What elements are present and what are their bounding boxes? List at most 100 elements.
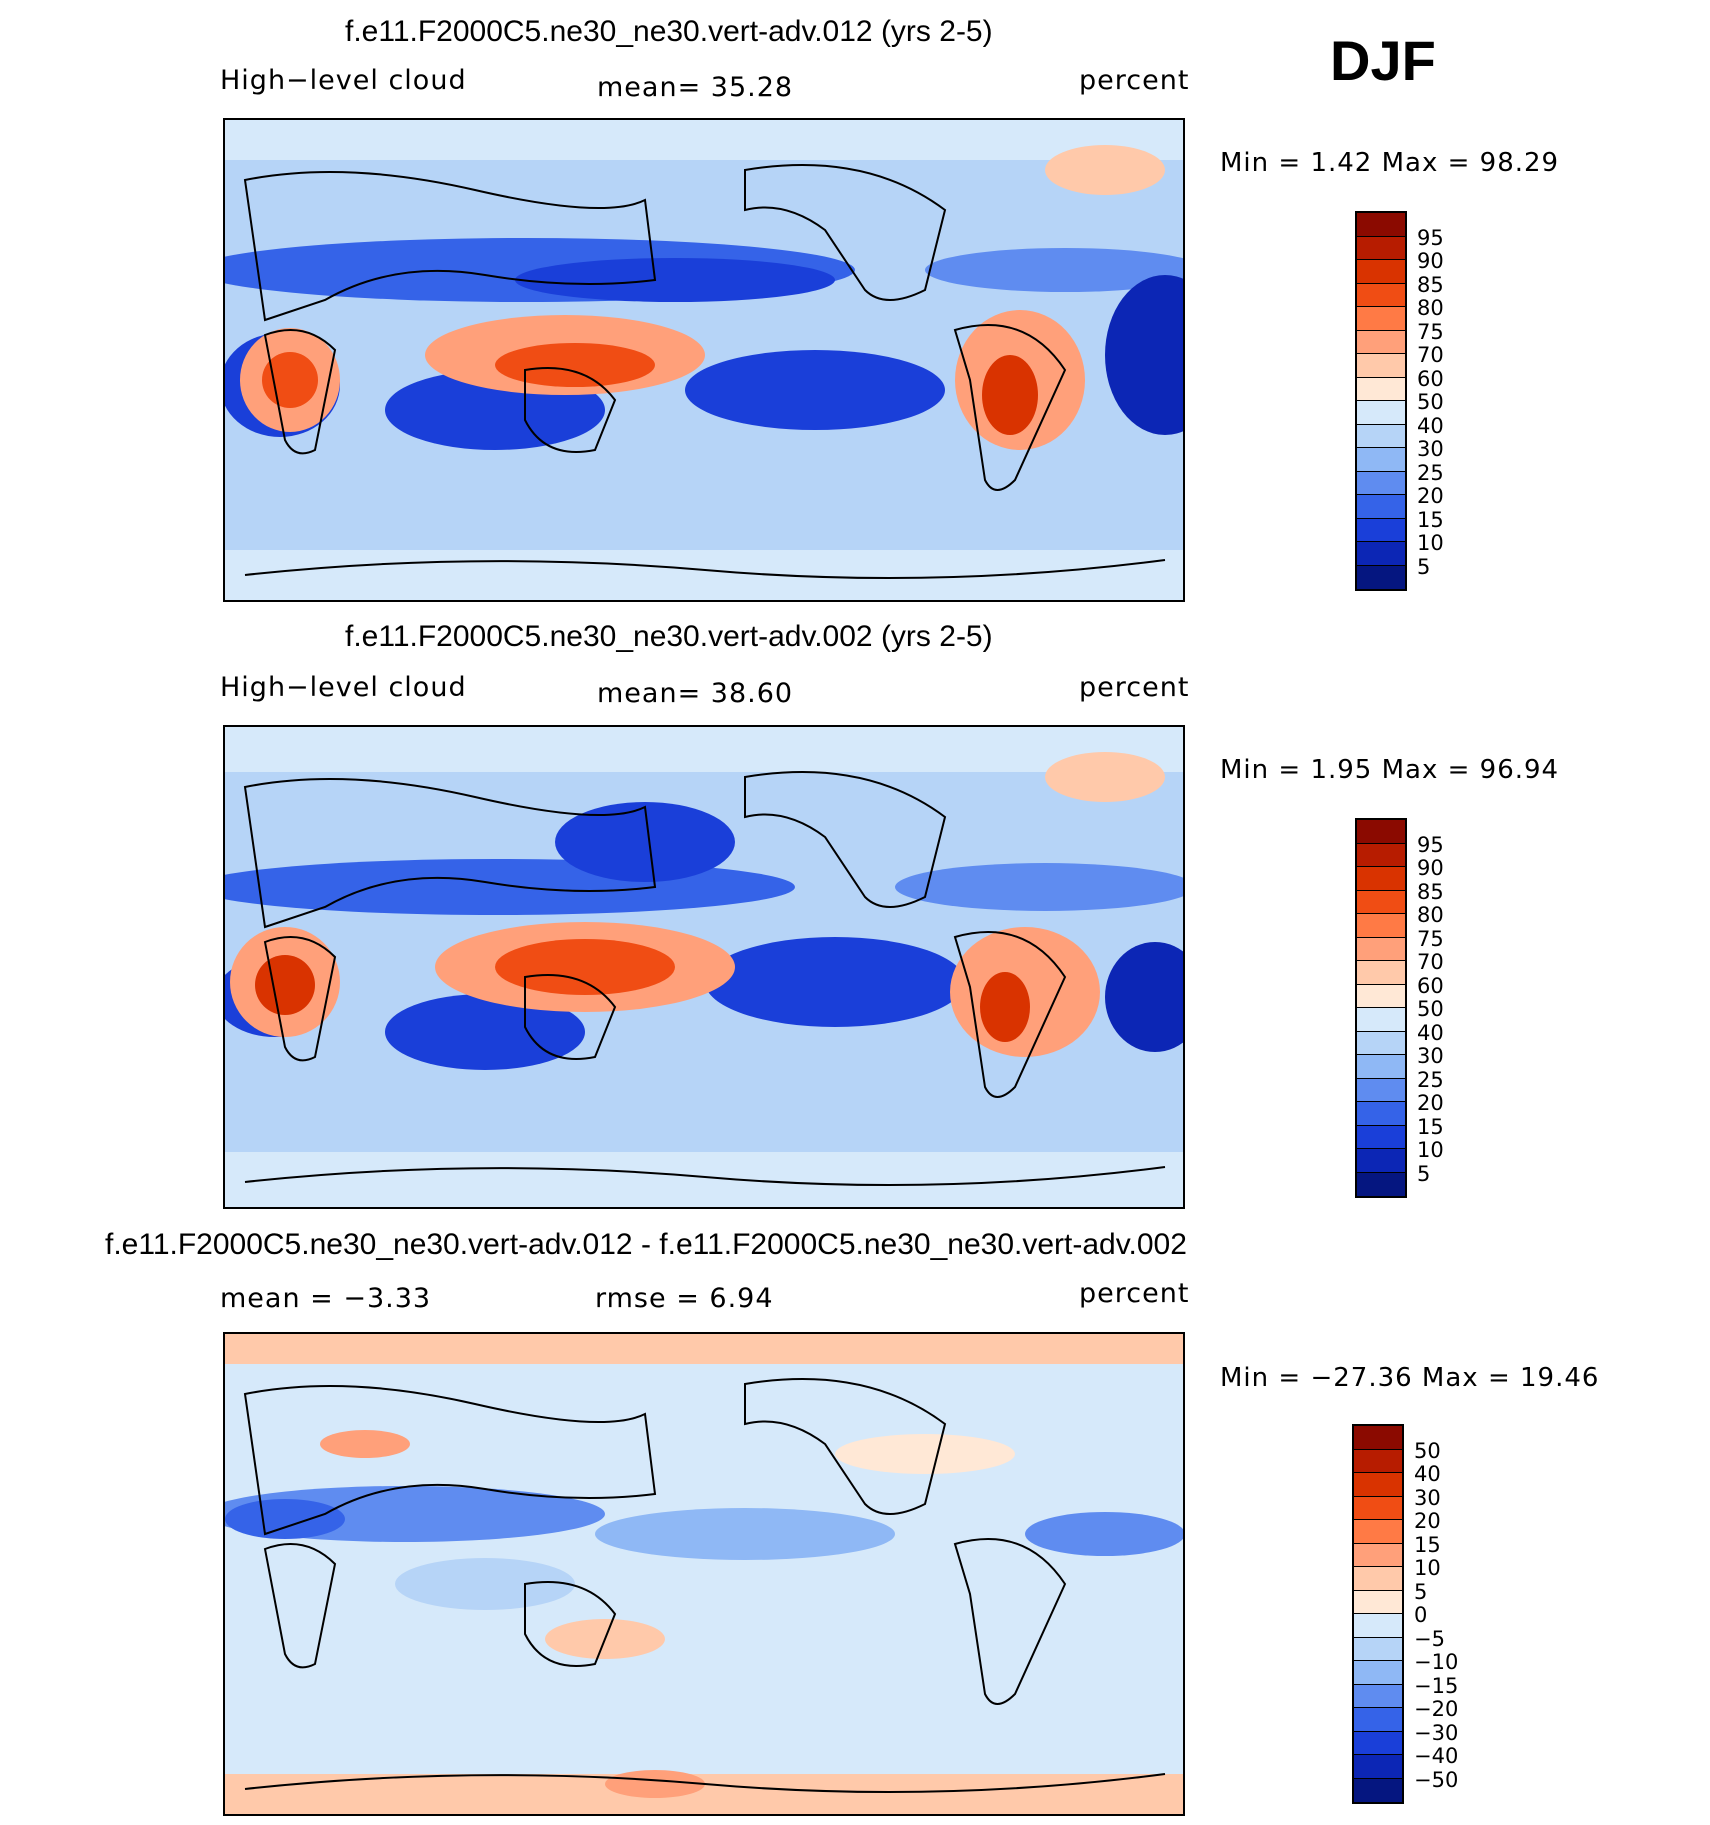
panel2-colorbar — [1355, 818, 1407, 1198]
colorbar-tick-label: 40 — [1417, 1020, 1444, 1045]
colorbar-tick-label: 70 — [1417, 950, 1444, 974]
colorbar-swatch — [1357, 843, 1405, 867]
colorbar-swatch — [1357, 1055, 1405, 1079]
colorbar-tick-label: 80 — [1417, 903, 1444, 927]
colorbar-swatch — [1357, 424, 1405, 448]
colorbar-tick-label: 40 — [1414, 1462, 1441, 1486]
colorbar-swatch — [1357, 518, 1405, 542]
colorbar-swatch — [1354, 1778, 1402, 1802]
colorbar-swatch — [1357, 495, 1405, 519]
colorbar-swatch — [1354, 1637, 1402, 1661]
colorbar-tick-label: −50 — [1414, 1767, 1459, 1792]
panel3-map-canvas — [225, 1334, 1183, 1814]
colorbar-tick-label: −5 — [1414, 1626, 1445, 1651]
panel1-mean: mean= 35.28 — [597, 72, 794, 103]
panel3-map — [223, 1332, 1185, 1816]
colorbar-tick-label: 30 — [1417, 1044, 1444, 1068]
colorbar-tick-label: 15 — [1417, 507, 1444, 532]
colorbar-tick-label: 95 — [1417, 225, 1444, 250]
colorbar-swatch — [1357, 820, 1405, 844]
colorbar-swatch — [1357, 1031, 1405, 1055]
panel1-title: f.e11.F2000C5.ne30_ne30.vert-adv.012 (yr… — [345, 15, 993, 48]
colorbar-tick-label: 50 — [1417, 997, 1444, 1021]
colorbar-swatch — [1357, 1078, 1405, 1102]
panel1-minmax: Min = 1.42 Max = 98.29 — [1220, 148, 1560, 178]
colorbar-swatch — [1354, 1520, 1402, 1544]
colorbar-swatch — [1354, 1590, 1402, 1614]
colorbar-tick-label: 5 — [1417, 1161, 1431, 1186]
colorbar-swatch — [1354, 1567, 1402, 1591]
colorbar-tick-label: 25 — [1417, 460, 1444, 485]
colorbar-swatch — [1357, 377, 1405, 401]
panel2-left-label: High−level cloud — [220, 672, 467, 703]
panel1-map-canvas — [225, 120, 1183, 600]
panel2-minmax: Min = 1.95 Max = 96.94 — [1220, 755, 1560, 785]
colorbar-swatch — [1354, 1473, 1402, 1497]
panel1-left-label: High−level cloud — [220, 65, 467, 96]
colorbar-swatch — [1357, 213, 1405, 237]
colorbar-swatch — [1357, 283, 1405, 307]
colorbar-tick-label: 85 — [1417, 879, 1444, 904]
colorbar-swatch — [1354, 1755, 1402, 1779]
colorbar-swatch — [1357, 354, 1405, 378]
colorbar-swatch — [1354, 1684, 1402, 1708]
colorbar-swatch — [1354, 1426, 1402, 1450]
colorbar-swatch — [1357, 1149, 1405, 1173]
colorbar-tick-label: 95 — [1417, 832, 1444, 857]
colorbar-swatch — [1357, 401, 1405, 425]
colorbar-swatch — [1354, 1543, 1402, 1567]
colorbar-tick-label: 10 — [1414, 1556, 1441, 1580]
colorbar-tick-label: 60 — [1417, 366, 1444, 391]
colorbar-tick-label: −20 — [1414, 1697, 1459, 1721]
colorbar-tick-label: 85 — [1417, 272, 1444, 297]
colorbar-tick-label: −15 — [1414, 1673, 1459, 1698]
colorbar-swatch — [1357, 1125, 1405, 1149]
colorbar-swatch — [1357, 330, 1405, 354]
colorbar-tick-label: 5 — [1414, 1579, 1428, 1604]
colorbar-tick-label: 5 — [1417, 554, 1431, 579]
colorbar-tick-label: 60 — [1417, 973, 1444, 998]
colorbar-swatch — [1357, 565, 1405, 589]
colorbar-tick-label: 70 — [1417, 343, 1444, 367]
colorbar-tick-label: −40 — [1414, 1744, 1459, 1768]
panel2-mean: mean= 38.60 — [597, 678, 794, 709]
season-label: DJF — [1330, 29, 1436, 92]
colorbar-swatch — [1354, 1496, 1402, 1520]
colorbar-tick-label: 75 — [1417, 926, 1444, 951]
colorbar-tick-label: 10 — [1417, 531, 1444, 555]
panel1-units: percent — [1079, 65, 1190, 96]
colorbar-tick-label: 20 — [1417, 484, 1444, 508]
colorbar-tick-label: 30 — [1414, 1485, 1441, 1510]
colorbar-tick-label: −10 — [1414, 1650, 1459, 1674]
panel2-units: percent — [1079, 672, 1190, 703]
panel3-minmax: Min = −27.36 Max = 19.46 — [1220, 1363, 1600, 1393]
panel2-map — [223, 725, 1185, 1209]
colorbar-swatch — [1357, 914, 1405, 938]
colorbar-tick-label: 25 — [1417, 1067, 1444, 1092]
panel1-map — [223, 118, 1185, 602]
colorbar-swatch — [1354, 1449, 1402, 1473]
colorbar-swatch — [1354, 1614, 1402, 1638]
colorbar-tick-label: 15 — [1417, 1114, 1444, 1139]
colorbar-tick-label: 80 — [1417, 296, 1444, 320]
panel2-map-canvas — [225, 727, 1183, 1207]
panel3-rmse: rmse = 6.94 — [595, 1283, 774, 1314]
colorbar-tick-label: −30 — [1414, 1720, 1459, 1745]
colorbar-swatch — [1357, 937, 1405, 961]
panel3-title: f.e11.F2000C5.ne30_ne30.vert-adv.012 - f… — [105, 1228, 1187, 1261]
colorbar-swatch — [1357, 260, 1405, 284]
panel3-mean: mean = −3.33 — [220, 1283, 432, 1314]
colorbar-swatch — [1354, 1708, 1402, 1732]
colorbar-swatch — [1354, 1661, 1402, 1685]
panel1-colorbar — [1355, 211, 1407, 591]
colorbar-tick-label: 90 — [1417, 856, 1444, 880]
colorbar-swatch — [1357, 236, 1405, 260]
colorbar-swatch — [1357, 542, 1405, 566]
colorbar-swatch — [1357, 984, 1405, 1008]
panel3-colorbar — [1352, 1424, 1404, 1804]
colorbar-swatch — [1357, 471, 1405, 495]
colorbar-tick-label: 50 — [1414, 1438, 1441, 1463]
colorbar-swatch — [1357, 890, 1405, 914]
colorbar-tick-label: 0 — [1414, 1603, 1428, 1627]
colorbar-swatch — [1357, 1102, 1405, 1126]
